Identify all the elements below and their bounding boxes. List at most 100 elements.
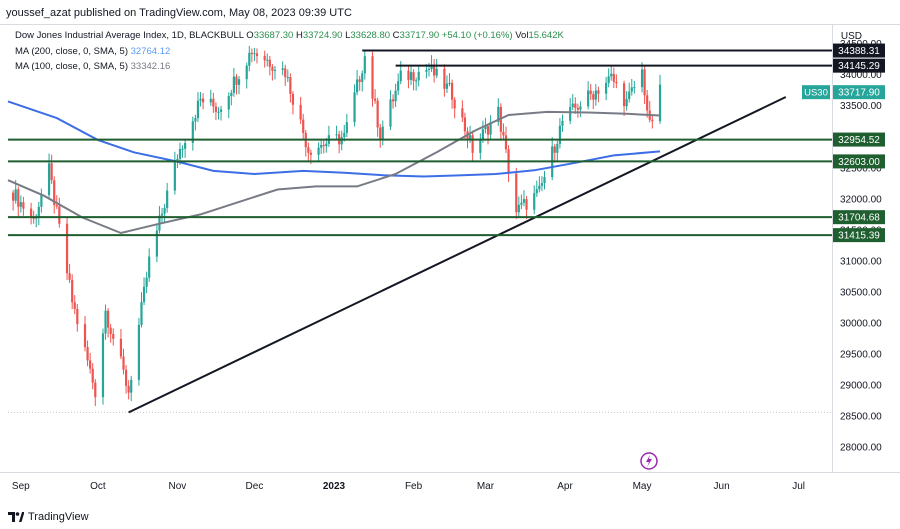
- candle-body: [227, 95, 230, 110]
- ma200-value: 32764.12: [130, 46, 171, 57]
- candle-body: [53, 180, 56, 206]
- candle-body: [230, 92, 233, 96]
- candle-body: [55, 205, 58, 207]
- candle-body: [199, 98, 202, 101]
- candle-body: [335, 134, 338, 136]
- candle-body: [373, 98, 377, 101]
- candle-body: [37, 206, 40, 218]
- candle-body: [40, 195, 43, 207]
- publisher-line: youssef_azat published on TradingView.co…: [6, 7, 352, 19]
- candle-body: [127, 385, 130, 393]
- candle-body: [291, 93, 295, 105]
- candle-body: [163, 207, 166, 214]
- candle-body: [479, 139, 482, 153]
- candle-body: [19, 202, 22, 207]
- candle-body: [658, 84, 662, 122]
- candle-body: [320, 144, 323, 148]
- candle-body: [307, 147, 310, 153]
- candle-body: [155, 230, 158, 257]
- x-tick-label: Oct: [90, 481, 106, 492]
- candle-body: [409, 72, 413, 80]
- ohlc-key-c: C: [392, 30, 400, 41]
- symbol-badge: [802, 85, 830, 100]
- candle-body: [569, 107, 572, 121]
- candle-body: [76, 308, 79, 325]
- candle-body: [268, 59, 271, 67]
- y-tick-label: 29000.00: [840, 381, 882, 392]
- candle-body: [263, 55, 266, 61]
- candle-body: [35, 217, 38, 219]
- candle-body: [489, 121, 492, 135]
- candle-body: [463, 117, 467, 132]
- level-badge: [833, 58, 885, 73]
- candle-body: [502, 131, 505, 136]
- currency-label: USD: [840, 31, 862, 42]
- y-axis-ticks: 28000.00 28500.00 29000.00 29500.00 30000.00…: [840, 39, 882, 454]
- candle-body: [612, 73, 615, 82]
- candle-body: [448, 82, 451, 84]
- candle-body: [22, 202, 25, 209]
- x-tick-label: Nov: [169, 481, 187, 492]
- candle-body: [471, 135, 474, 153]
- candle-body: [497, 106, 500, 122]
- candle-body: [628, 91, 631, 100]
- x-tick-label: Mar: [477, 481, 495, 492]
- ma100-legend[interactable]: MA (100, close, 0, SMA, 5) 33342.16: [15, 61, 170, 72]
- y-tick-label: 33500.00: [840, 101, 882, 112]
- ma100-value: 33342.16: [130, 61, 171, 72]
- level-badge: [833, 210, 885, 225]
- lightning-icon[interactable]: [640, 452, 658, 470]
- level-badge-label: 31415.39: [838, 231, 880, 242]
- candle-body: [176, 158, 179, 161]
- candle-body: [181, 148, 184, 150]
- candle-body: [107, 310, 110, 328]
- candle-body: [605, 82, 608, 94]
- candle-body: [271, 66, 274, 71]
- x-tick-label: Apr: [557, 481, 573, 492]
- ohlc-value-h: 33724.90: [302, 30, 343, 41]
- candle-body: [14, 189, 17, 201]
- candle-body: [160, 213, 164, 216]
- symbol-title: Dow Jones Industrial Average Index, 1D, …: [15, 30, 244, 41]
- candle-body: [427, 68, 431, 71]
- ohlc-key-h: H: [295, 30, 303, 41]
- level-badge: [833, 132, 885, 147]
- y-tick-label: 32000.00: [840, 194, 882, 205]
- candle-body: [391, 99, 395, 102]
- brand-footer[interactable]: TradingView: [8, 511, 89, 523]
- candle-body: [209, 98, 212, 103]
- candle-body: [94, 382, 97, 398]
- candle-body: [140, 302, 143, 325]
- candle-body: [571, 103, 574, 108]
- candle-body: [379, 127, 382, 140]
- level-badge: [833, 154, 885, 169]
- last-price-badge: [833, 85, 885, 100]
- symbol-legend: Dow Jones Industrial Average Index, 1D, …: [15, 30, 564, 41]
- candle-body: [556, 143, 559, 153]
- candle-body: [86, 347, 89, 361]
- candle-body: [50, 163, 53, 181]
- candle-body: [68, 273, 71, 280]
- candle-body: [219, 109, 223, 112]
- level-badge-label: 31704.68: [838, 213, 880, 224]
- candle-body: [533, 193, 536, 210]
- candle-body: [173, 160, 176, 191]
- y-tick-label: 32500.00: [840, 163, 882, 174]
- ma200-legend[interactable]: MA (200, close, 0, SMA, 5) 32764.12: [15, 46, 170, 57]
- candle-body: [561, 120, 564, 126]
- candle-body: [299, 104, 302, 120]
- candle-body: [184, 142, 187, 149]
- candle-body: [592, 94, 595, 100]
- candle-body: [266, 59, 269, 61]
- last-price-label: 33717.90: [838, 88, 880, 99]
- candle-body: [535, 189, 538, 194]
- tradingview-logo-icon: [8, 512, 25, 522]
- candle-body: [124, 369, 128, 386]
- candle-body: [273, 69, 277, 71]
- candle-body: [91, 368, 94, 383]
- candle-body: [453, 99, 456, 109]
- candle-body: [356, 79, 359, 93]
- level-badge-label: 32603.00: [838, 157, 880, 168]
- candle-body: [633, 87, 636, 89]
